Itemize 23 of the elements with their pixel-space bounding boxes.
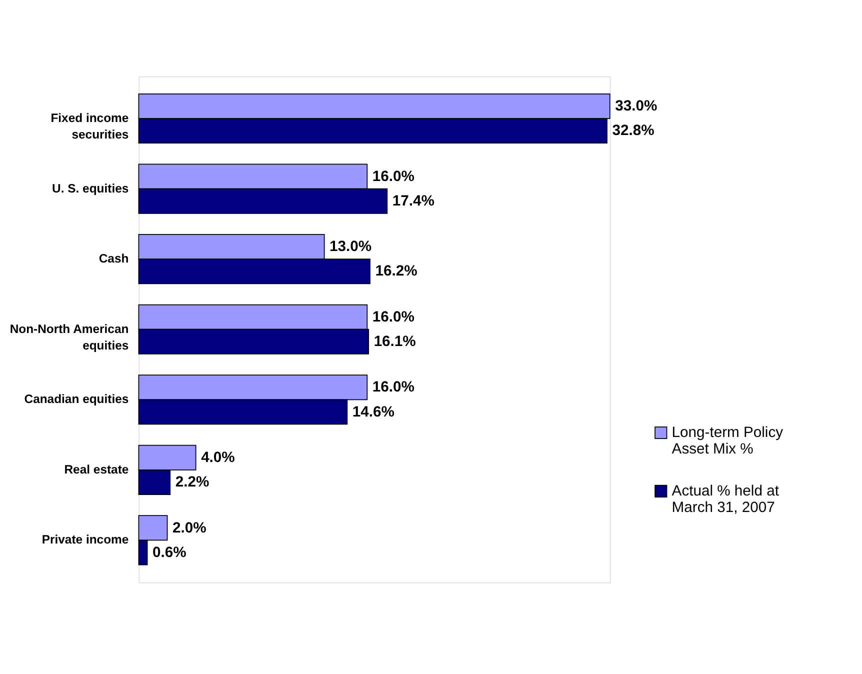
data-label: 16.0%: [372, 168, 414, 185]
data-label: 16.2%: [375, 264, 418, 280]
y-tick-label: Cash: [98, 252, 129, 266]
data-label: 32.8%: [612, 123, 654, 140]
y-tick-label: Private income: [42, 532, 129, 547]
data-label: 16.0%: [372, 380, 414, 396]
data-label: 13.0%: [330, 239, 372, 256]
data-label: 4.0%: [201, 450, 235, 466]
data-label: 2.0%: [172, 520, 206, 536]
y-tick-label: U. S. equities: [52, 181, 129, 196]
data-label: 2.2%: [175, 474, 210, 491]
y-tick-label: Fixed income securities: [50, 111, 129, 142]
legend-label: Actual % held at March 31, 2007: [672, 484, 780, 516]
y-tick-label: Non-North American equities: [10, 322, 129, 352]
legend-label: Long-term Policy Asset Mix %: [672, 425, 784, 458]
data-label: 16.0%: [372, 309, 414, 326]
data-label: 17.4%: [392, 193, 434, 210]
y-tick-label: Canadian equities: [24, 392, 129, 406]
data-label: 33.0%: [615, 98, 658, 115]
data-label: 14.6%: [352, 404, 394, 420]
data-label: 0.6%: [152, 544, 186, 561]
data-label: 16.1%: [374, 334, 416, 350]
y-tick-label: Real estate: [64, 462, 129, 476]
